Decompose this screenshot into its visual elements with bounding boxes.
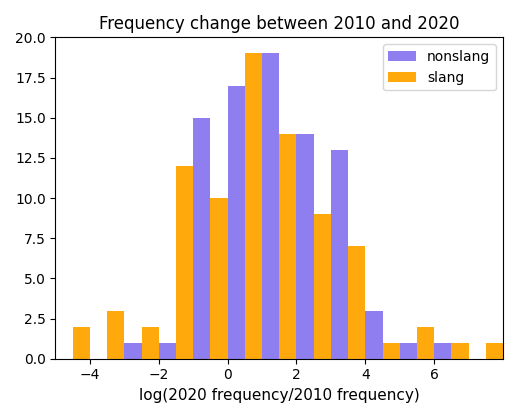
Bar	[193, 118, 210, 359]
Bar	[245, 54, 262, 359]
Bar	[124, 343, 141, 359]
Bar	[314, 214, 331, 359]
Bar	[296, 134, 314, 359]
Bar	[331, 150, 348, 359]
Bar	[417, 326, 434, 359]
Bar	[262, 54, 279, 359]
Bar	[210, 198, 227, 359]
Title: Frequency change between 2010 and 2020: Frequency change between 2010 and 2020	[99, 15, 459, 33]
Bar	[227, 86, 245, 359]
Bar	[400, 343, 417, 359]
Bar	[107, 311, 124, 359]
Bar	[434, 343, 451, 359]
Bar	[159, 343, 176, 359]
Bar	[382, 343, 400, 359]
Bar	[486, 343, 503, 359]
Bar	[176, 166, 193, 359]
Bar	[73, 326, 90, 359]
Bar	[451, 343, 469, 359]
X-axis label: log(2020 frequency/2010 frequency): log(2020 frequency/2010 frequency)	[139, 388, 420, 403]
Legend: nonslang, slang: nonslang, slang	[383, 44, 496, 90]
Bar	[141, 326, 159, 359]
Bar	[365, 311, 382, 359]
Bar	[279, 134, 296, 359]
Bar	[348, 246, 365, 359]
